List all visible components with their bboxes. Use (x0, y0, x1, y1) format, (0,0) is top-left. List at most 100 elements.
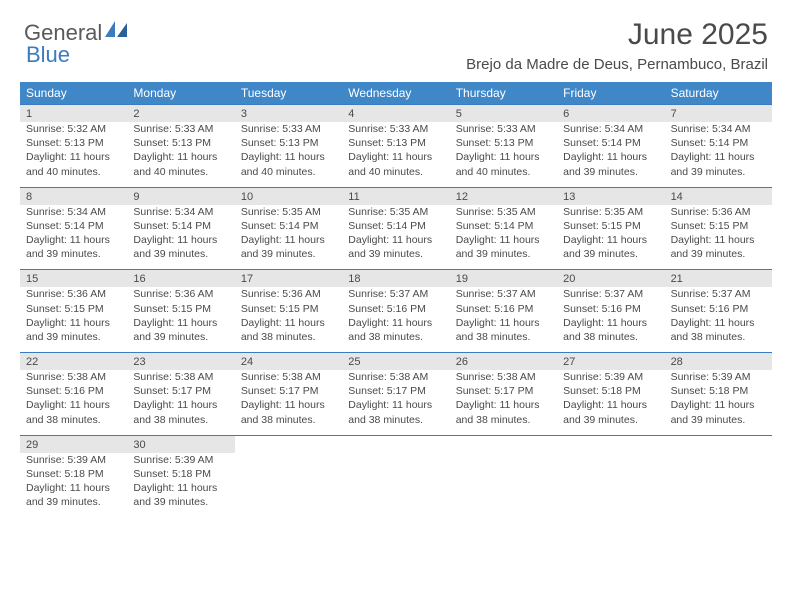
daylight-text: Daylight: 11 hours and 39 minutes. (563, 150, 658, 178)
day-body: Sunrise: 5:33 AMSunset: 5:13 PMDaylight:… (235, 122, 342, 187)
day-number: 26 (450, 353, 557, 370)
sunrise-text: Sunrise: 5:35 AM (348, 205, 443, 219)
daylight-text: Daylight: 11 hours and 39 minutes. (26, 316, 121, 344)
day-cell: 25Sunrise: 5:38 AMSunset: 5:17 PMDayligh… (342, 352, 449, 435)
logo-text-blue: Blue (26, 42, 70, 67)
weekday-header: Monday (127, 82, 234, 104)
daylight-text: Daylight: 11 hours and 38 minutes. (563, 316, 658, 344)
day-cell: 4Sunrise: 5:33 AMSunset: 5:13 PMDaylight… (342, 104, 449, 187)
day-cell: 29Sunrise: 5:39 AMSunset: 5:18 PMDayligh… (20, 435, 127, 518)
day-cell: 28Sunrise: 5:39 AMSunset: 5:18 PMDayligh… (665, 352, 772, 435)
day-body: Sunrise: 5:33 AMSunset: 5:13 PMDaylight:… (127, 122, 234, 187)
daylight-text: Daylight: 11 hours and 39 minutes. (133, 233, 228, 261)
daylight-text: Daylight: 11 hours and 39 minutes. (671, 398, 766, 426)
day-cell: 22Sunrise: 5:38 AMSunset: 5:16 PMDayligh… (20, 352, 127, 435)
sunrise-text: Sunrise: 5:35 AM (456, 205, 551, 219)
daylight-text: Daylight: 11 hours and 40 minutes. (456, 150, 551, 178)
daylight-text: Daylight: 11 hours and 39 minutes. (348, 233, 443, 261)
day-cell: 13Sunrise: 5:35 AMSunset: 5:15 PMDayligh… (557, 187, 664, 270)
day-body: Sunrise: 5:36 AMSunset: 5:15 PMDaylight:… (235, 287, 342, 352)
sunrise-text: Sunrise: 5:37 AM (456, 287, 551, 301)
day-body: Sunrise: 5:34 AMSunset: 5:14 PMDaylight:… (20, 205, 127, 270)
day-cell: 1Sunrise: 5:32 AMSunset: 5:13 PMDaylight… (20, 104, 127, 187)
day-body: Sunrise: 5:35 AMSunset: 5:14 PMDaylight:… (235, 205, 342, 270)
day-number: 4 (342, 105, 449, 122)
day-number: 15 (20, 270, 127, 287)
day-number: 5 (450, 105, 557, 122)
sunrise-text: Sunrise: 5:33 AM (456, 122, 551, 136)
day-number: 27 (557, 353, 664, 370)
sunrise-text: Sunrise: 5:34 AM (563, 122, 658, 136)
sunrise-text: Sunrise: 5:36 AM (671, 205, 766, 219)
sunset-text: Sunset: 5:17 PM (456, 384, 551, 398)
sunrise-text: Sunrise: 5:36 AM (26, 287, 121, 301)
sunrise-text: Sunrise: 5:35 AM (241, 205, 336, 219)
daylight-text: Daylight: 11 hours and 38 minutes. (133, 398, 228, 426)
day-number: 28 (665, 353, 772, 370)
day-cell: 15Sunrise: 5:36 AMSunset: 5:15 PMDayligh… (20, 269, 127, 352)
day-number: 22 (20, 353, 127, 370)
daylight-text: Daylight: 11 hours and 39 minutes. (241, 233, 336, 261)
day-cell: 24Sunrise: 5:38 AMSunset: 5:17 PMDayligh… (235, 352, 342, 435)
daylight-text: Daylight: 11 hours and 39 minutes. (671, 150, 766, 178)
day-body: Sunrise: 5:38 AMSunset: 5:17 PMDaylight:… (450, 370, 557, 435)
sunrise-text: Sunrise: 5:34 AM (133, 205, 228, 219)
day-cell: 14Sunrise: 5:36 AMSunset: 5:15 PMDayligh… (665, 187, 772, 270)
weekday-header: Friday (557, 82, 664, 104)
day-number: 14 (665, 188, 772, 205)
day-body: Sunrise: 5:33 AMSunset: 5:13 PMDaylight:… (450, 122, 557, 187)
day-number: 6 (557, 105, 664, 122)
daylight-text: Daylight: 11 hours and 39 minutes. (563, 233, 658, 261)
day-body: Sunrise: 5:38 AMSunset: 5:17 PMDaylight:… (342, 370, 449, 435)
daylight-text: Daylight: 11 hours and 39 minutes. (563, 398, 658, 426)
day-cell: 11Sunrise: 5:35 AMSunset: 5:14 PMDayligh… (342, 187, 449, 270)
daylight-text: Daylight: 11 hours and 38 minutes. (671, 316, 766, 344)
weekday-header: Sunday (20, 82, 127, 104)
logo-sail-icon (105, 21, 127, 44)
sunrise-text: Sunrise: 5:38 AM (26, 370, 121, 384)
day-number: 1 (20, 105, 127, 122)
day-number: 8 (20, 188, 127, 205)
day-body: Sunrise: 5:37 AMSunset: 5:16 PMDaylight:… (342, 287, 449, 352)
weekday-header: Wednesday (342, 82, 449, 104)
day-body: Sunrise: 5:39 AMSunset: 5:18 PMDaylight:… (665, 370, 772, 435)
day-body: Sunrise: 5:36 AMSunset: 5:15 PMDaylight:… (127, 287, 234, 352)
sunset-text: Sunset: 5:15 PM (671, 219, 766, 233)
day-body: Sunrise: 5:35 AMSunset: 5:14 PMDaylight:… (342, 205, 449, 270)
sunrise-text: Sunrise: 5:39 AM (563, 370, 658, 384)
daylight-text: Daylight: 11 hours and 39 minutes. (26, 481, 121, 509)
day-body: Sunrise: 5:34 AMSunset: 5:14 PMDaylight:… (127, 205, 234, 270)
day-body: Sunrise: 5:39 AMSunset: 5:18 PMDaylight:… (127, 453, 234, 518)
day-number: 16 (127, 270, 234, 287)
sunrise-text: Sunrise: 5:37 AM (563, 287, 658, 301)
daylight-text: Daylight: 11 hours and 38 minutes. (456, 398, 551, 426)
day-cell: 8Sunrise: 5:34 AMSunset: 5:14 PMDaylight… (20, 187, 127, 270)
day-cell: 7Sunrise: 5:34 AMSunset: 5:14 PMDaylight… (665, 104, 772, 187)
daylight-text: Daylight: 11 hours and 40 minutes. (241, 150, 336, 178)
sunset-text: Sunset: 5:13 PM (456, 136, 551, 150)
page-title: June 2025 (628, 18, 768, 52)
day-number: 7 (665, 105, 772, 122)
sunrise-text: Sunrise: 5:38 AM (456, 370, 551, 384)
day-number: 10 (235, 188, 342, 205)
day-cell: 21Sunrise: 5:37 AMSunset: 5:16 PMDayligh… (665, 269, 772, 352)
day-body: Sunrise: 5:39 AMSunset: 5:18 PMDaylight:… (557, 370, 664, 435)
sunset-text: Sunset: 5:16 PM (26, 384, 121, 398)
sunset-text: Sunset: 5:18 PM (563, 384, 658, 398)
day-cell: 5Sunrise: 5:33 AMSunset: 5:13 PMDaylight… (450, 104, 557, 187)
day-cell: 10Sunrise: 5:35 AMSunset: 5:14 PMDayligh… (235, 187, 342, 270)
day-body: Sunrise: 5:35 AMSunset: 5:15 PMDaylight:… (557, 205, 664, 270)
day-cell: 27Sunrise: 5:39 AMSunset: 5:18 PMDayligh… (557, 352, 664, 435)
day-cell: 26Sunrise: 5:38 AMSunset: 5:17 PMDayligh… (450, 352, 557, 435)
sunrise-text: Sunrise: 5:33 AM (348, 122, 443, 136)
day-cell: 12Sunrise: 5:35 AMSunset: 5:14 PMDayligh… (450, 187, 557, 270)
page-subtitle: Brejo da Madre de Deus, Pernambuco, Braz… (466, 56, 768, 73)
empty-cell (235, 435, 342, 518)
sunset-text: Sunset: 5:14 PM (241, 219, 336, 233)
empty-cell (342, 435, 449, 518)
day-body: Sunrise: 5:37 AMSunset: 5:16 PMDaylight:… (665, 287, 772, 352)
day-number: 11 (342, 188, 449, 205)
sunrise-text: Sunrise: 5:34 AM (671, 122, 766, 136)
day-body: Sunrise: 5:32 AMSunset: 5:13 PMDaylight:… (20, 122, 127, 187)
day-number: 13 (557, 188, 664, 205)
